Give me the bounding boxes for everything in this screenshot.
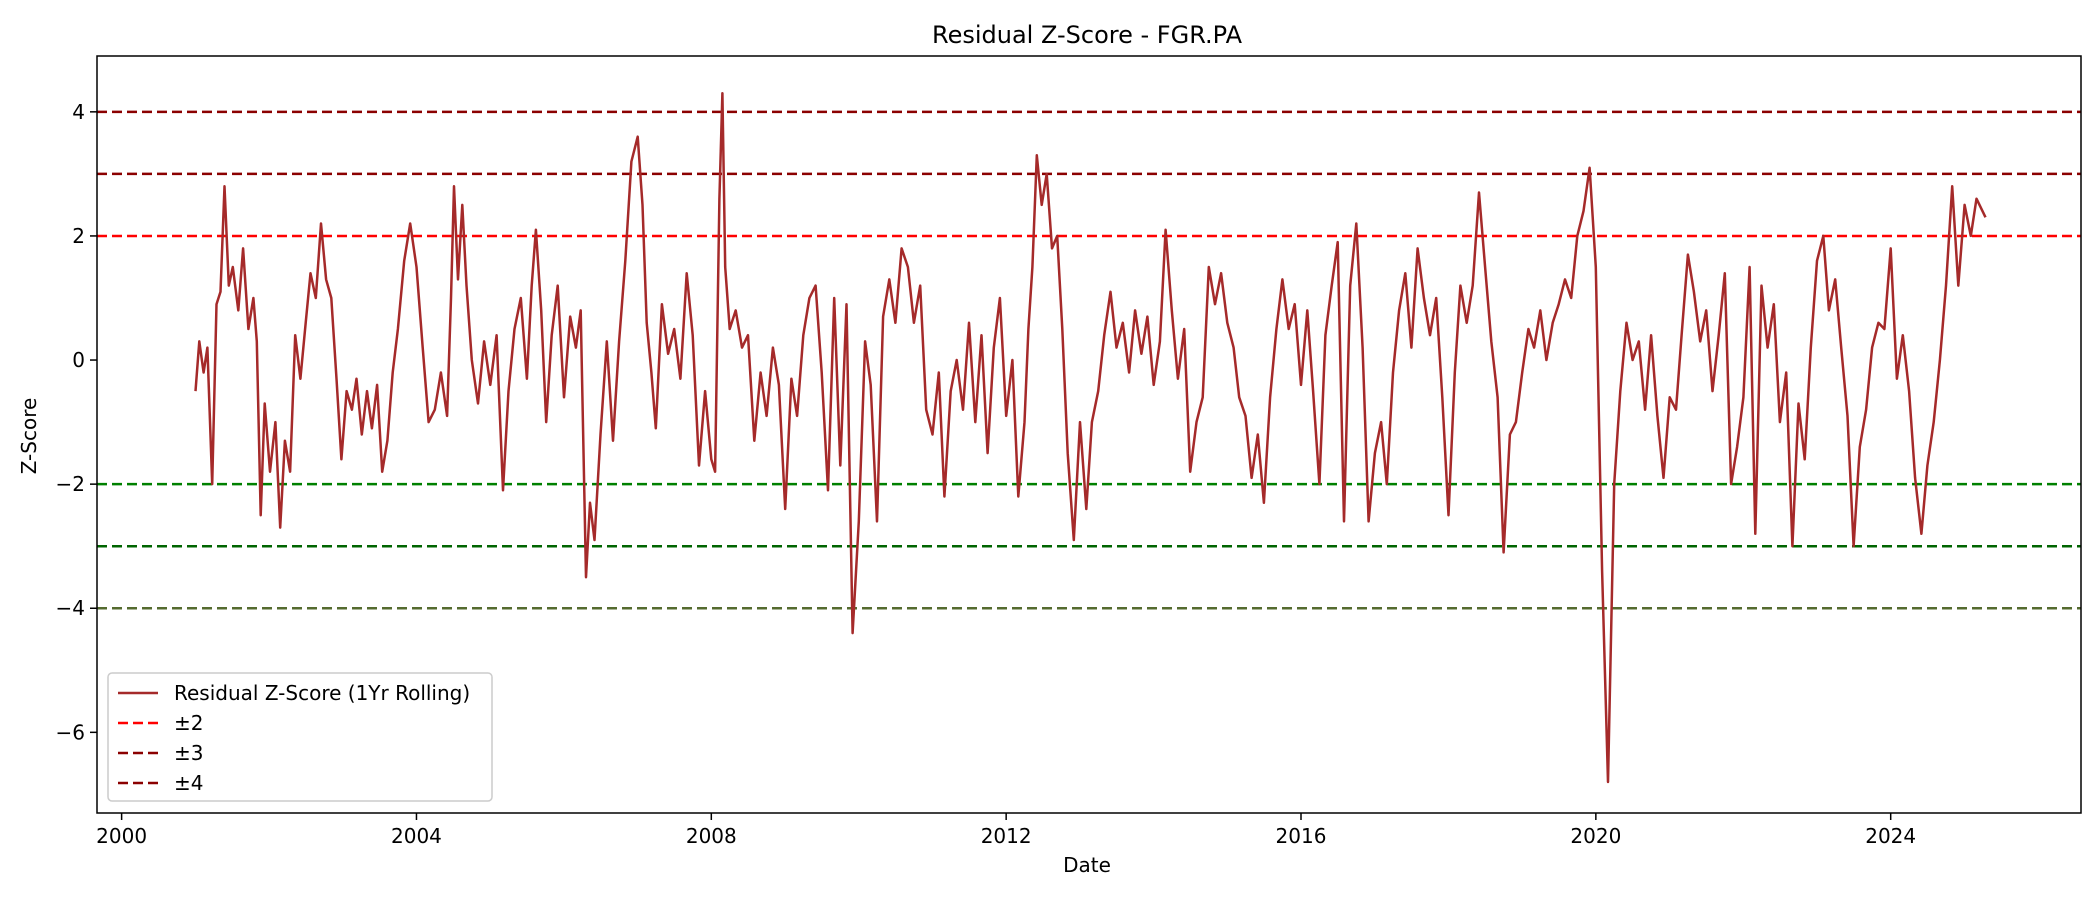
y-tick-label-1: 2	[72, 224, 85, 248]
x-tick-label-2: 2008	[686, 824, 737, 848]
x-tick-label-6: 2024	[1865, 824, 1916, 848]
legend-box	[107, 672, 493, 802]
series-line-0	[194, 91, 1987, 784]
y-tick-label-2: 0	[72, 348, 85, 372]
legend-label-3: ±4	[174, 771, 203, 795]
legend: Residual Z-Score (1Yr Rolling) ±2 ±3 ±4	[107, 672, 493, 802]
plot-area-frame	[96, 55, 2082, 814]
x-tick-label-5: 2020	[1570, 824, 1621, 848]
y-tick-label-4: −4	[56, 596, 85, 620]
legend-label-2: ±3	[174, 741, 203, 765]
x-axis-title: Date	[1063, 853, 1111, 877]
x-tick-label-1: 2004	[391, 824, 442, 848]
x-tick-label-0: 2000	[96, 824, 147, 848]
series-layer	[194, 91, 1987, 784]
x-tick-label-3: 2012	[981, 824, 1032, 848]
x-tick-label-4: 2016	[1276, 824, 1327, 848]
y-axis-title: Z-Score	[17, 398, 41, 475]
y-axis: 4 2 0 −2 −4 −6	[56, 100, 97, 744]
chart-title: Residual Z-Score - FGR.PA	[932, 21, 1243, 49]
legend-label-0: Residual Z-Score (1Yr Rolling)	[174, 681, 470, 705]
x-axis: 2000 2004 2008 2012 2016 2020 2024	[96, 813, 1916, 848]
y-tick-label-0: 4	[72, 100, 85, 124]
legend-label-1: ±2	[174, 711, 203, 735]
y-tick-label-5: −6	[56, 720, 85, 744]
y-tick-label-3: −2	[56, 472, 85, 496]
